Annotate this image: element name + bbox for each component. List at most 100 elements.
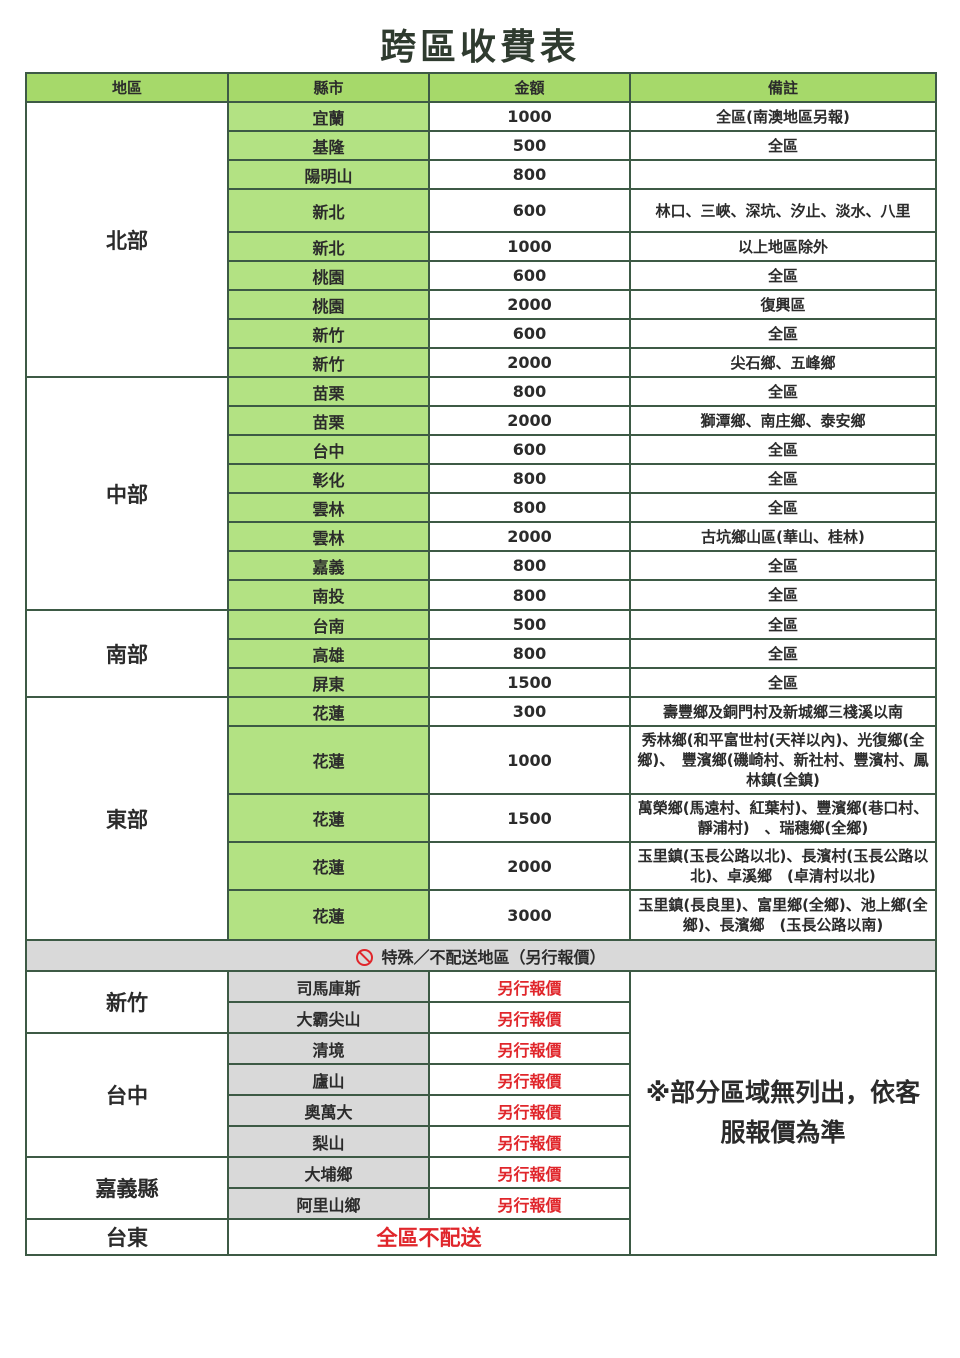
quote-cell: 另行報價 <box>428 970 631 1003</box>
special-area-cell: 司馬庫斯 <box>227 970 430 1003</box>
taitung-no-delivery: 全區不配送 <box>227 1218 631 1256</box>
special-title: 特殊／不配送地區（另行報價） <box>381 947 606 967</box>
special-region-cell: 嘉義縣 <box>25 1156 229 1220</box>
amount-cell: 500 <box>428 130 631 161</box>
note-cell: 全區 <box>629 318 937 349</box>
table-row: 台中 600 全區 <box>26 434 937 465</box>
note-cell: 玉里鎮(長良里)、富里鄉(全鄉)、池上鄉(全鄉)、長濱鄉 (玉長公路以南) <box>629 889 937 941</box>
county-cell: 花蓮 <box>227 793 430 843</box>
county-cell: 新竹 <box>227 318 430 349</box>
county-cell: 花蓮 <box>227 889 430 941</box>
special-row: 嘉義縣 大埔鄉 另行報價 <box>25 1156 936 1220</box>
table-row: 花蓮 1500 萬榮鄉(馬遠村、紅葉村)、豐濱鄉(巷口村、靜浦村) 、瑞穗鄉(全鄉) <box>26 793 937 843</box>
special-region-cell: 新竹 <box>25 970 229 1034</box>
county-cell: 基隆 <box>227 130 430 161</box>
taitung-region: 台東 <box>25 1218 229 1256</box>
note-cell: 全區 <box>629 667 937 698</box>
fee-table: 地區 縣市 金額 備註 北部 宜蘭 1000 全區(南澳地區另報) 基隆 500 全區 陽明山… <box>25 72 937 1256</box>
county-cell: 新北 <box>227 231 430 262</box>
note-cell: 全區 <box>629 492 937 523</box>
note-cell: 古坑鄉山區(華山、桂林) <box>629 521 937 552</box>
special-row: 大霸尖山 另行報價 <box>26 1001 936 1034</box>
amount-cell: 1500 <box>428 793 631 843</box>
quote-cell: 另行報價 <box>428 1063 631 1096</box>
table-row: 新竹 600 全區 <box>26 318 937 349</box>
table-row: 東部 花蓮 300 壽豐鄉及銅門村及新城鄉三棧溪以南 <box>25 696 937 941</box>
special-row: 梨山 另行報價 <box>26 1125 936 1158</box>
county-cell: 台南 <box>227 609 430 640</box>
region-cell: 北部 <box>25 101 229 378</box>
table-row: 嘉義 800 全區 <box>26 550 937 581</box>
special-header-row: 特殊／不配送地區（另行報價） <box>25 939 937 972</box>
special-region-cell: 台中 <box>25 1032 229 1158</box>
table-row: 新北 1000 以上地區除外 <box>26 231 937 262</box>
note-cell: 全區 <box>629 376 937 407</box>
disclaimer-note: ※部分區域無列出，依客服報價為準 <box>629 970 937 1256</box>
note-cell <box>629 159 937 190</box>
region-cell: 東部 <box>25 696 229 941</box>
county-cell: 彰化 <box>227 463 430 494</box>
region-cell: 中部 <box>25 376 229 611</box>
note-cell: 壽豐鄉及銅門村及新城鄉三棧溪以南 <box>629 696 937 727</box>
county-cell: 新北 <box>227 188 430 233</box>
county-cell: 高雄 <box>227 638 430 669</box>
note-cell: 以上地區除外 <box>629 231 937 262</box>
special-row: 廬山 另行報價 <box>26 1063 936 1096</box>
header-row: 地區 縣市 金額 備註 <box>25 72 937 103</box>
amount-cell: 1500 <box>428 667 631 698</box>
no-entry-icon <box>356 948 374 966</box>
quote-cell: 另行報價 <box>428 1156 631 1189</box>
quote-cell: 另行報價 <box>428 1032 631 1065</box>
table-row: 雲林 800 全區 <box>26 492 937 523</box>
table-row: 屏東 1500 全區 <box>26 667 937 698</box>
county-cell: 陽明山 <box>227 159 430 190</box>
quote-cell: 另行報價 <box>428 1001 631 1034</box>
amount-cell: 1000 <box>428 101 631 132</box>
amount-cell: 2000 <box>428 405 631 436</box>
amount-cell: 800 <box>428 492 631 523</box>
county-cell: 苗栗 <box>227 405 430 436</box>
special-area-cell: 奧萬大 <box>227 1094 430 1127</box>
county-cell: 花蓮 <box>227 725 430 795</box>
note-cell: 全區 <box>629 638 937 669</box>
county-cell: 桃園 <box>227 289 430 320</box>
table-row: 陽明山 800 <box>26 159 937 190</box>
amount-cell: 800 <box>428 463 631 494</box>
amount-cell: 500 <box>428 609 631 640</box>
amount-cell: 800 <box>428 550 631 581</box>
table-row: 雲林 2000 古坑鄉山區(華山、桂林) <box>26 521 937 552</box>
amount-cell: 600 <box>428 318 631 349</box>
table-row: 桃園 2000 復興區 <box>26 289 937 320</box>
note-cell: 全區 <box>629 434 937 465</box>
special-area-cell: 阿里山鄉 <box>227 1187 430 1220</box>
amount-cell: 600 <box>428 188 631 233</box>
note-cell: 全區 <box>629 609 937 640</box>
note-cell: 復興區 <box>629 289 937 320</box>
quote-cell: 另行報價 <box>428 1125 631 1158</box>
special-area-cell: 清境 <box>227 1032 430 1065</box>
table-row: 中部 苗栗 800 全區 <box>25 376 937 611</box>
county-cell: 桃園 <box>227 260 430 291</box>
amount-cell: 1000 <box>428 231 631 262</box>
note-cell: 林口、三峽、深坑、汐止、淡水、八里 <box>629 188 937 233</box>
header-note: 備註 <box>629 72 937 103</box>
amount-cell: 2000 <box>428 841 631 891</box>
county-cell: 雲林 <box>227 521 430 552</box>
note-cell: 獅潭鄉、南庄鄉、泰安鄉 <box>629 405 937 436</box>
table-row: 南部 台南 500 全區 <box>25 609 937 698</box>
special-row: 阿里山鄉 另行報價 <box>26 1187 936 1220</box>
table-row: 南投 800 全區 <box>26 579 937 611</box>
county-cell: 花蓮 <box>227 696 430 727</box>
table-row: 高雄 800 全區 <box>26 638 937 669</box>
header-county: 縣市 <box>227 72 430 103</box>
amount-cell: 800 <box>428 376 631 407</box>
amount-cell: 800 <box>428 159 631 190</box>
note-cell: 萬榮鄉(馬遠村、紅葉村)、豐濱鄉(巷口村、靜浦村) 、瑞穗鄉(全鄉) <box>629 793 937 843</box>
amount-cell: 300 <box>428 696 631 727</box>
county-cell: 新竹 <box>227 347 430 378</box>
special-header: 特殊／不配送地區（另行報價） <box>25 939 937 972</box>
county-cell: 花蓮 <box>227 841 430 891</box>
table-row: 花蓮 1000 秀林鄉(和平富世村(天祥以內)、光復鄉(全鄉)、 豐濱鄉(磯崎村、新… <box>26 725 937 795</box>
county-cell: 嘉義 <box>227 550 430 581</box>
note-cell: 全區 <box>629 463 937 494</box>
